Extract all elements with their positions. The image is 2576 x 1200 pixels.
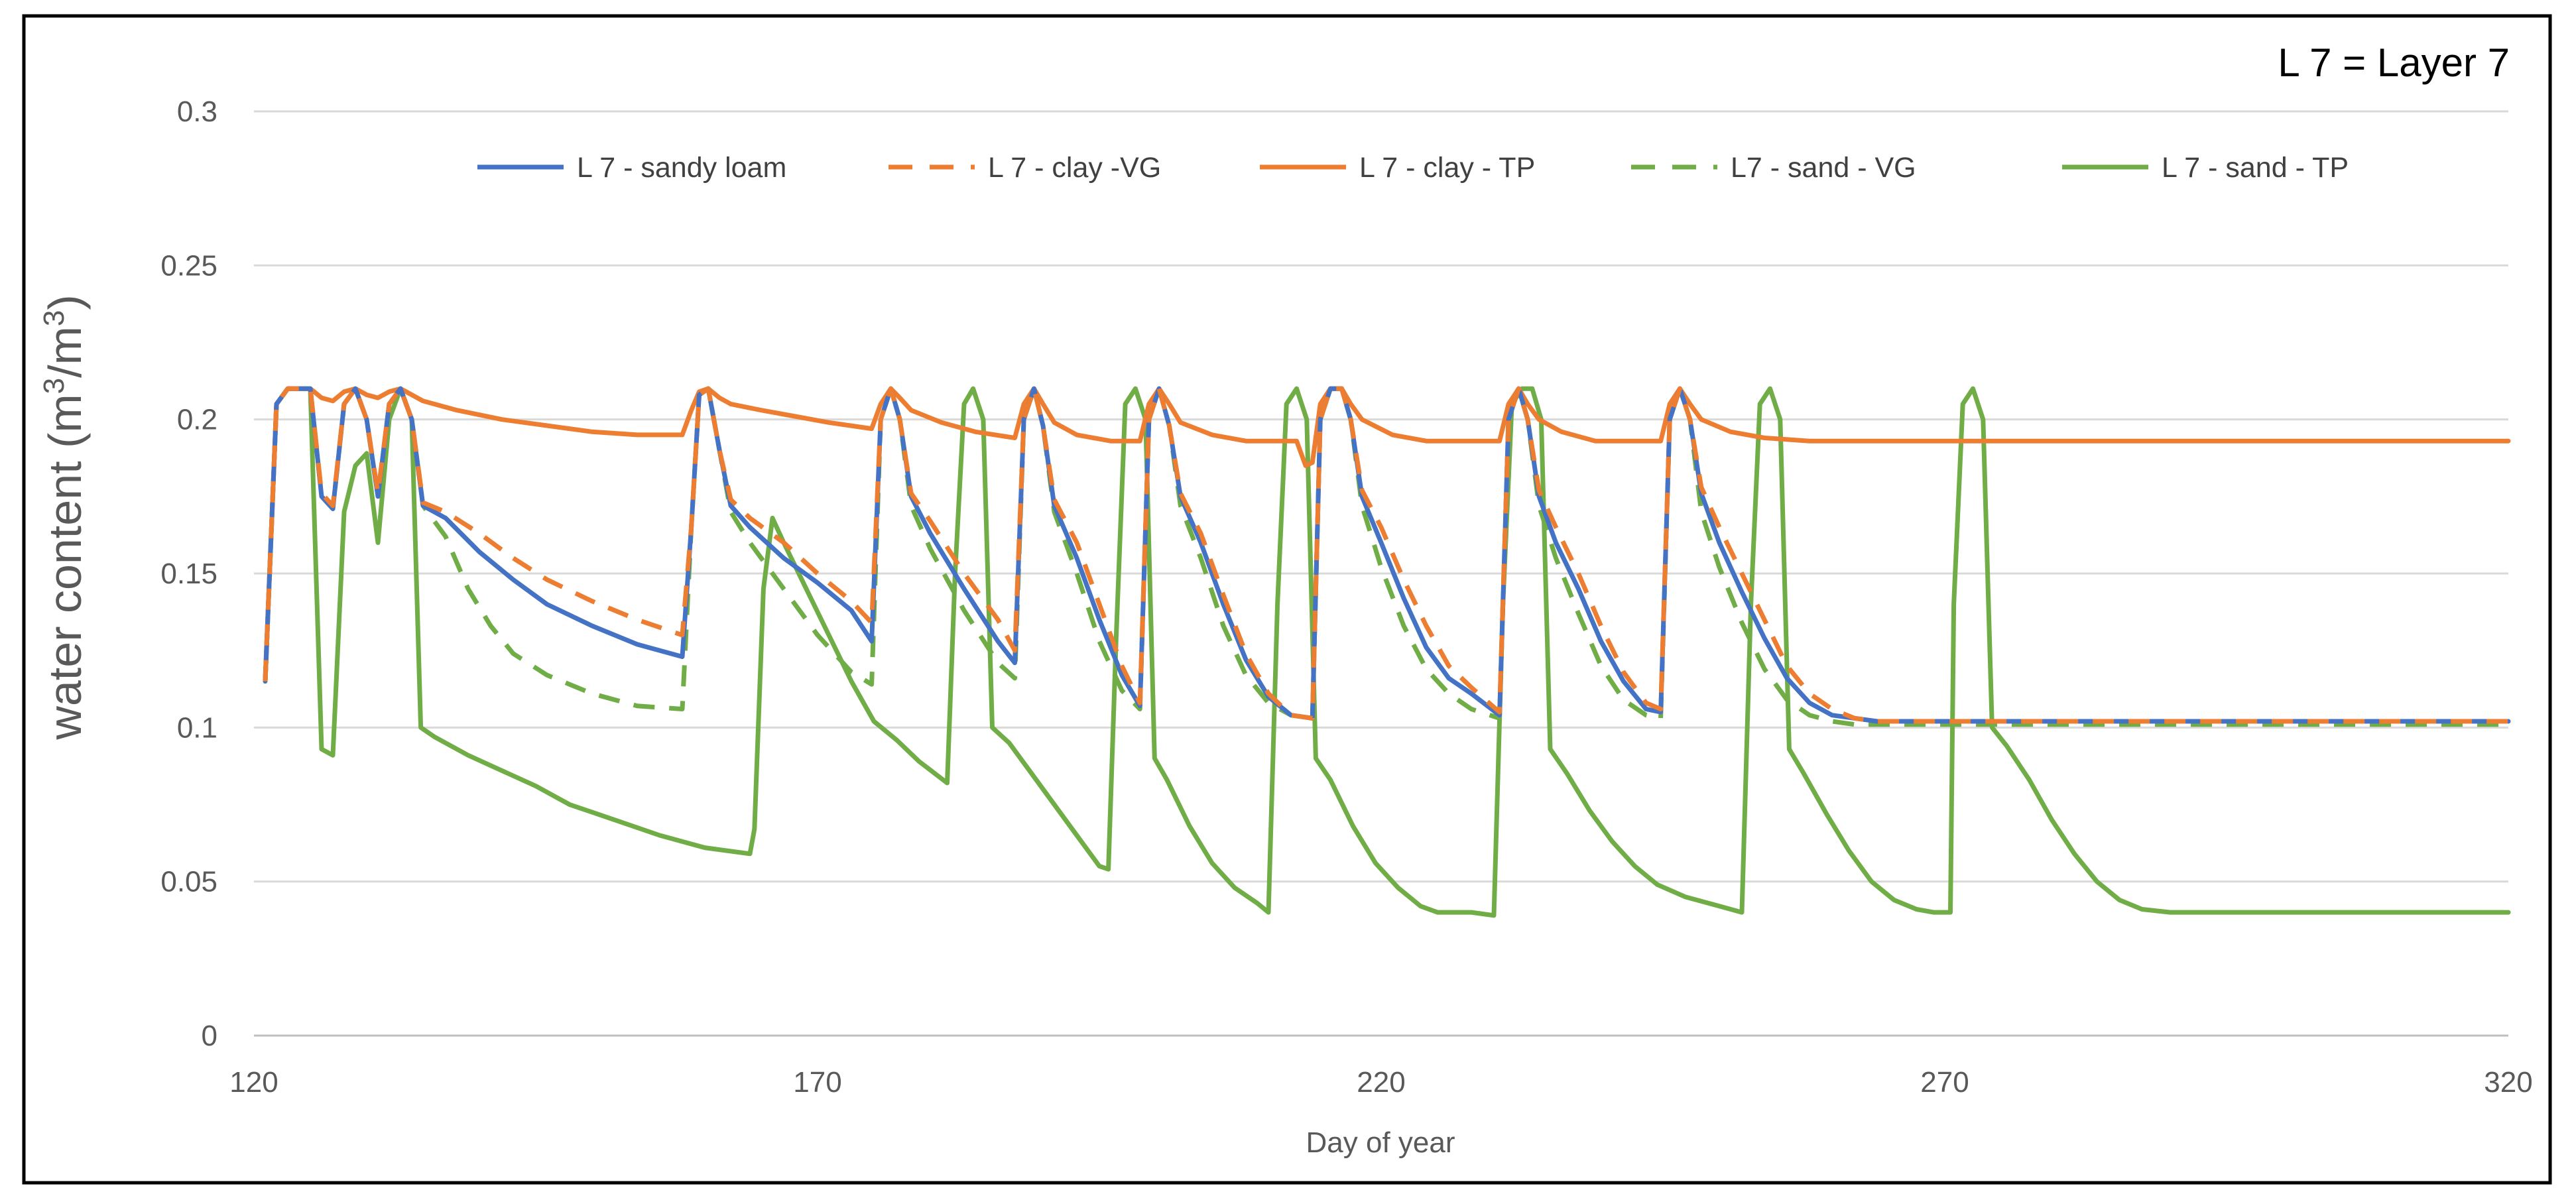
- layer-annotation: L 7 = Layer 7: [2278, 40, 2510, 85]
- legend-label: L 7 - clay - TP: [1359, 152, 1535, 184]
- y-axis-title-end: ): [39, 294, 91, 310]
- legend-label: L 7 - sand - TP: [2162, 152, 2349, 184]
- x-tick-label: 220: [1357, 1066, 1405, 1099]
- x-tick-label: 170: [793, 1066, 841, 1099]
- y-tick-label: 0.1: [177, 711, 217, 744]
- y-axis-title-main: water content (m: [39, 394, 91, 740]
- x-axis-title: Day of year: [1306, 1126, 1455, 1159]
- legend-label: L 7 - sandy loam: [577, 152, 786, 184]
- y-axis-title: water content (m3/m3): [38, 294, 91, 740]
- x-tick-label: 120: [229, 1066, 278, 1099]
- y-tick-label: 0.05: [160, 866, 217, 898]
- axes: 0 0.05 0.1 0.15 0.2 0.25 0.3 120 170 220 270 320: [160, 95, 2532, 1099]
- legend: L 7 - sandy loam L 7 - clay -VG L 7 - clay…: [477, 152, 2349, 184]
- y-tick-label: 0.15: [160, 558, 217, 590]
- series-lines: [263, 386, 2511, 918]
- y-tick-label: 0: [202, 1020, 217, 1052]
- y-tick-label: 0.2: [177, 404, 217, 436]
- y-axis-title-sup1: 3: [38, 378, 70, 394]
- y-tick-label: 0.3: [177, 95, 217, 128]
- legend-label: L7 - sand - VG: [1731, 152, 1916, 184]
- series-line: [263, 386, 2511, 681]
- gridlines: [254, 110, 2508, 1037]
- y-tick-label: 0.25: [160, 249, 217, 282]
- y-axis-title-mid: /m: [39, 326, 91, 378]
- legend-label: L 7 - clay -VG: [988, 152, 1161, 184]
- x-tick-label: 320: [2484, 1066, 2532, 1099]
- series-line: [263, 386, 2508, 724]
- chart-frame: [22, 14, 2552, 1185]
- x-tick-label: 270: [1920, 1066, 1969, 1099]
- y-axis-title-sup2: 3: [38, 310, 70, 326]
- series-line: [263, 386, 2511, 918]
